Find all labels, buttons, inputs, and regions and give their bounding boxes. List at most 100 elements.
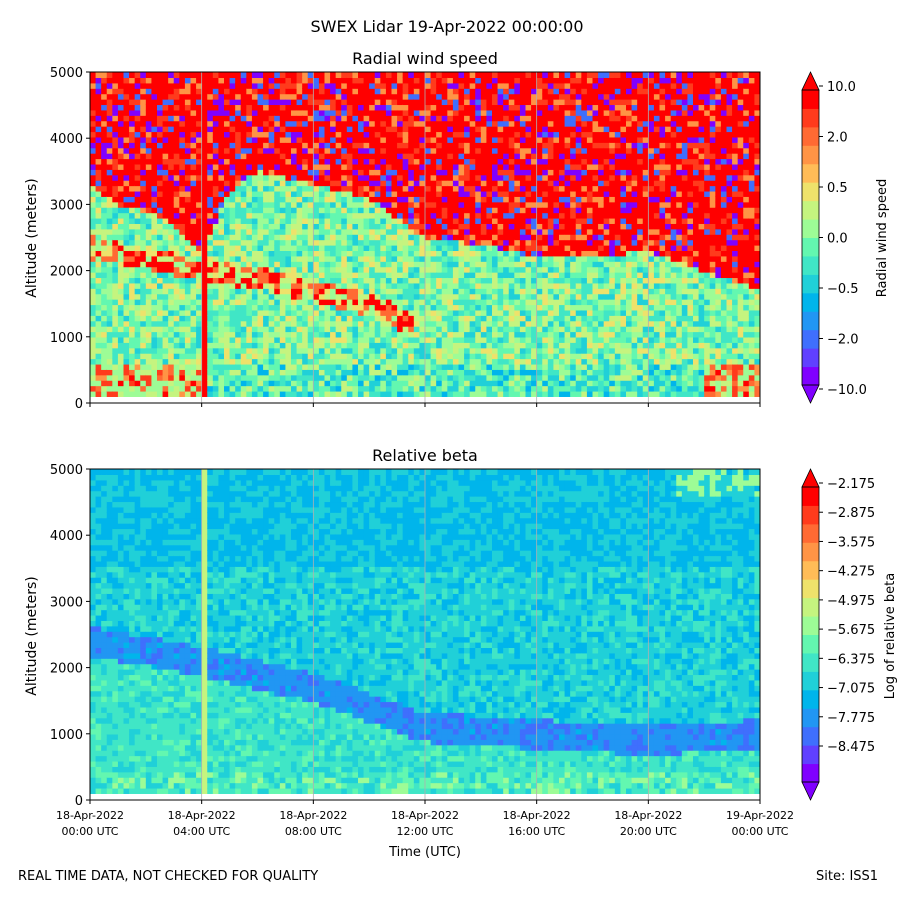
heatmap-cell	[385, 390, 393, 397]
heatmap-cell	[168, 282, 175, 289]
heatmap-cell	[257, 234, 264, 241]
heatmap-cell	[318, 158, 326, 165]
heatmap-cell	[503, 380, 510, 387]
heatmap-cell	[229, 266, 236, 273]
heatmap-cell	[480, 390, 488, 397]
heatmap-cell	[129, 158, 136, 165]
heatmap-cell	[542, 163, 549, 170]
heatmap-cell	[525, 217, 532, 224]
heatmap-cell	[369, 201, 376, 208]
heatmap-cell	[173, 201, 180, 208]
heatmap-cell	[469, 380, 476, 387]
heatmap-cell	[140, 304, 147, 311]
heatmap-cell	[318, 245, 326, 252]
heatmap-cell	[346, 136, 354, 143]
heatmap-cell	[413, 299, 421, 306]
heatmap-cell	[402, 158, 409, 165]
heatmap-cell	[547, 309, 555, 316]
heatmap-cell	[263, 174, 270, 181]
heatmap-cell	[380, 88, 387, 95]
heatmap-cell	[514, 93, 521, 100]
heatmap-cell	[458, 174, 465, 181]
heatmap-cell	[212, 309, 220, 316]
heatmap-cell	[503, 374, 510, 381]
heatmap-cell	[531, 82, 538, 89]
heatmap-cell	[168, 196, 175, 203]
heatmap-cell	[257, 180, 264, 187]
heatmap-cell	[452, 315, 460, 322]
heatmap-cell	[157, 304, 164, 311]
heatmap-cell	[235, 131, 242, 138]
heatmap-cell	[531, 104, 538, 111]
heatmap-cell	[263, 77, 270, 84]
heatmap-cell	[168, 82, 175, 89]
heatmap-cell	[352, 342, 359, 349]
heatmap-cell	[279, 115, 287, 122]
heatmap-cell	[452, 293, 460, 300]
heatmap-cell	[296, 369, 303, 376]
heatmap-cell	[196, 88, 203, 95]
heatmap-cell	[179, 363, 186, 370]
heatmap-cell	[358, 342, 365, 349]
heatmap-cell	[140, 99, 147, 106]
heatmap-cell	[497, 169, 504, 176]
heatmap-cell	[447, 234, 454, 241]
heatmap-cell	[514, 282, 521, 289]
heatmap-cell	[302, 299, 309, 306]
heatmap-cell	[179, 142, 186, 149]
heatmap-cell	[492, 72, 499, 79]
heatmap-cell	[469, 104, 476, 111]
heatmap-cell	[157, 153, 164, 160]
heatmap-cell	[503, 299, 510, 306]
heatmap-cell	[240, 250, 247, 257]
heatmap-cell	[374, 239, 381, 246]
heatmap-cell	[291, 201, 298, 208]
heatmap-cell	[458, 115, 465, 122]
heatmap-cell	[291, 309, 298, 316]
heatmap-cell	[246, 255, 253, 262]
heatmap-cell	[425, 309, 432, 316]
heatmap-cell	[145, 347, 153, 354]
heatmap-cell	[112, 158, 119, 165]
heatmap-cell	[525, 239, 532, 246]
heatmap-cell	[531, 266, 538, 273]
heatmap-cell	[480, 320, 488, 327]
heatmap-cell	[531, 142, 538, 149]
heatmap-cell	[90, 320, 97, 327]
heatmap-cell	[196, 326, 203, 333]
heatmap-cell	[385, 326, 393, 333]
heatmap-cell	[145, 93, 153, 100]
heatmap-cell	[207, 326, 214, 333]
heatmap-cell	[503, 320, 510, 327]
heatmap-cell	[369, 217, 376, 224]
heatmap-cell	[503, 326, 510, 333]
heatmap-cell	[173, 385, 180, 392]
heatmap-cell	[419, 201, 426, 208]
heatmap-cell	[508, 266, 515, 273]
heatmap-cell	[318, 380, 326, 387]
heatmap-cell	[162, 72, 169, 79]
heatmap-cell	[531, 99, 538, 106]
heatmap-cell	[436, 342, 443, 349]
heatmap-cell	[307, 93, 314, 100]
heatmap-cell	[201, 190, 208, 197]
heatmap-cell	[469, 315, 476, 322]
heatmap-cell	[279, 174, 287, 181]
heatmap-cell	[391, 353, 398, 360]
heatmap-cell	[179, 77, 186, 84]
heatmap-cell	[531, 369, 538, 376]
heatmap-cell	[134, 331, 141, 338]
heatmap-cell	[514, 353, 521, 360]
heatmap-cell	[296, 115, 303, 122]
heatmap-cell	[458, 288, 465, 295]
heatmap-cell	[117, 72, 125, 79]
heatmap-cell	[123, 336, 130, 343]
heatmap-cell	[385, 239, 393, 246]
heatmap-cell	[190, 99, 197, 106]
heatmap-cell	[469, 385, 476, 392]
heatmap-cell	[486, 93, 493, 100]
heatmap-cell	[263, 131, 270, 138]
heatmap-cell	[296, 234, 303, 241]
heatmap-cell	[106, 136, 113, 143]
heatmap-cell	[436, 207, 443, 214]
